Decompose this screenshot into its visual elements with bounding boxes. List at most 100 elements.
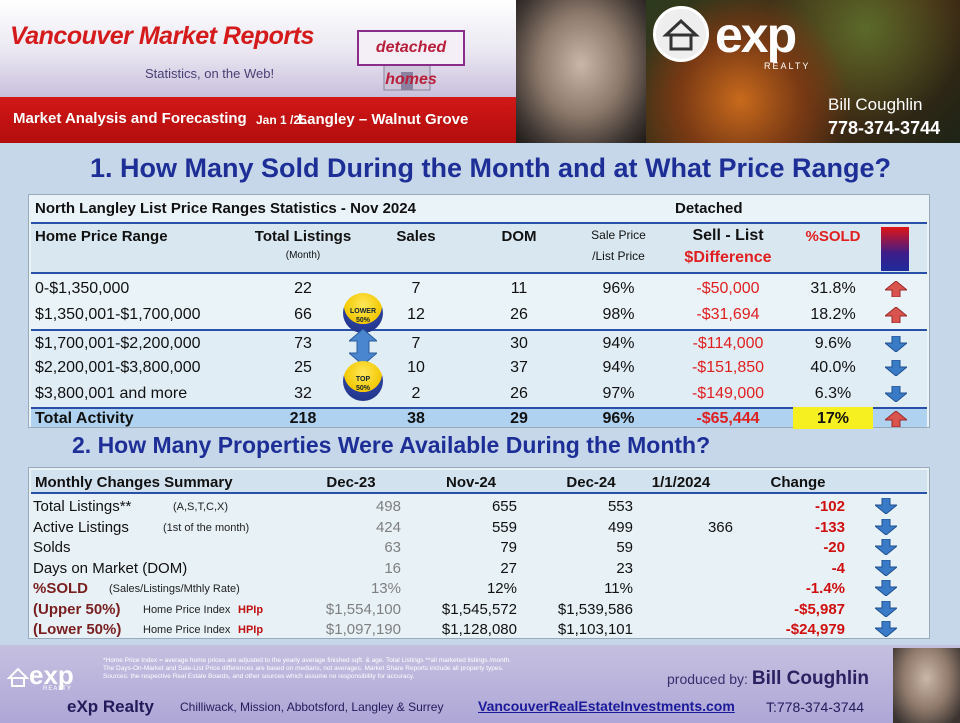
cell-diff: -$114,000 xyxy=(692,335,764,352)
cell-range: Total Activity xyxy=(35,410,134,427)
agent-phone: 778-374-3744 xyxy=(828,118,941,138)
brand-logo: exp xyxy=(715,7,797,63)
cell-listings: 66 xyxy=(294,306,312,323)
report-date: Jan 1 /25 xyxy=(256,113,307,127)
cell-dec24: $1,539,586 xyxy=(557,600,633,618)
property-type: Detached xyxy=(675,200,743,217)
table-row: (Upper 50%) Home Price Index HPIp $1,554,10… xyxy=(33,599,927,619)
cell-dec24: 499 xyxy=(607,518,633,536)
col-diff-b: $Difference xyxy=(684,249,772,266)
report-location: Langley – Walnut Grove xyxy=(298,111,469,128)
cell-range: $3,800,001 and more xyxy=(35,385,188,402)
section-label: Market Analysis and Forecasting xyxy=(13,110,247,127)
cell-dec23: 424 xyxy=(375,518,401,536)
col-header: 1/1/2024 xyxy=(651,474,711,491)
cell-dec24: 553 xyxy=(607,498,633,515)
cell-sales: 38 xyxy=(407,410,425,427)
cell-change: -1.4% xyxy=(805,580,845,597)
cell-ratio: 96% xyxy=(602,410,635,427)
col-header: Dec-23 xyxy=(326,474,376,491)
report-subtitle: Statistics, on the Web! xyxy=(145,66,275,81)
section-heading-2: 2. How Many Properties Were Available Du… xyxy=(72,432,711,458)
table-row: Total Listings** (A,S,T,C,X) 498 655 553 -… xyxy=(33,496,927,516)
heat-scale xyxy=(881,227,909,271)
table-row: %SOLD (Sales/Listings/Mthly Rate) 13% 12% … xyxy=(33,578,927,598)
row-hpi: HPIp xyxy=(238,624,264,636)
cell-ratio: 98% xyxy=(602,306,635,323)
cell-dec24: 11% xyxy=(604,580,633,597)
table-row: Active Listings (1st of the month) 424 559… xyxy=(33,517,927,537)
produced-by: produced by: Bill Coughlin xyxy=(667,668,869,689)
cell-dom: 30 xyxy=(510,335,528,352)
brand-sub: REALTY xyxy=(764,61,811,71)
cell-ratio: 94% xyxy=(602,359,635,376)
table-row: $3,800,001 and more 32 2 26 97% -$149,00… xyxy=(31,381,927,407)
cell-ratio: 97% xyxy=(602,385,635,402)
row-label: Active Listings xyxy=(33,518,129,536)
cell-dom: 11 xyxy=(510,280,528,297)
section-heading-1: 1. How Many Sold During the Month and at… xyxy=(90,153,892,183)
cell-dom: 37 xyxy=(510,359,528,376)
home-logo-icon xyxy=(7,667,29,687)
cell-dec23: 498 xyxy=(375,498,401,515)
arrow-down-icon xyxy=(873,559,899,580)
cell-diff: -$151,850 xyxy=(691,359,765,376)
cell-range: $1,350,001-$1,700,000 xyxy=(35,306,201,323)
footer xyxy=(0,645,960,723)
cell-jan24: 366 xyxy=(707,518,733,536)
col-range: Home Price Range xyxy=(35,228,168,245)
cell-dec23: 13% xyxy=(370,580,401,597)
arrow-down-icon xyxy=(873,579,899,600)
cell-sales: 10 xyxy=(407,359,425,376)
cell-dec23: 63 xyxy=(384,539,401,556)
cell-change: -4 xyxy=(831,559,845,577)
cell-nov24: 559 xyxy=(491,518,517,536)
agent-photo xyxy=(516,0,646,143)
monthly-changes-table: Monthly Changes Summary Dec-23 Nov-24 Dec-2… xyxy=(28,467,930,639)
arrow-down-icon xyxy=(883,359,909,381)
report-title: Vancouver Market Reports xyxy=(10,22,314,50)
cell-range: 0-$1,350,000 xyxy=(35,280,130,297)
cell-change: -$5,987 xyxy=(794,600,845,618)
cell-listings: 32 xyxy=(294,385,312,402)
cell-sold: 31.8% xyxy=(810,280,856,297)
col-dom: DOM xyxy=(501,228,537,245)
arrow-down-icon xyxy=(873,497,899,518)
row-hpi: HPIp xyxy=(238,603,264,616)
row-label: (Upper 50%) xyxy=(33,600,121,618)
row-label: (Lower 50%) xyxy=(33,621,122,638)
cell-dom: 29 xyxy=(510,410,528,427)
cell-ratio: 94% xyxy=(602,335,635,352)
table-row: (Lower 50%) Home Price Index HPIp $1,097,19… xyxy=(33,619,927,639)
agent-photo-small xyxy=(893,648,960,723)
table-row: $2,200,001-$3,800,000 25 10 37 94% -$151… xyxy=(31,355,927,381)
price-range-table: North Langley List Price Ranges Statisti… xyxy=(28,194,930,429)
cell-sales: 12 xyxy=(407,306,425,323)
cell-change: -102 xyxy=(814,498,845,515)
double-arrow-icon xyxy=(349,329,377,365)
cell-sales: 2 xyxy=(411,385,421,402)
cell-sold: 18.2% xyxy=(810,306,856,323)
row-label: Solds xyxy=(33,539,71,556)
cell-sold: 9.6% xyxy=(814,335,852,352)
table-row: $1,700,001-$2,200,000 73 7 30 94% -$114,… xyxy=(31,329,927,355)
arrow-down-icon xyxy=(873,600,899,621)
arrow-down-icon xyxy=(873,518,899,539)
header-strip xyxy=(0,97,516,143)
cell-sold: 6.3% xyxy=(814,385,852,402)
cell-sold: 40.0% xyxy=(810,359,856,376)
arrow-up-icon xyxy=(883,410,909,432)
footer-cities: Chilliwack, Mission, Abbotsford, Langley… xyxy=(180,700,444,714)
cell-change: -20 xyxy=(823,539,845,556)
cell-ratio: 96% xyxy=(602,280,635,297)
col-sold: %SOLD xyxy=(805,228,861,245)
cell-dom: 26 xyxy=(510,306,528,323)
col-ratio-a: Sale Price xyxy=(591,228,646,242)
website-link[interactable]: VancouverRealEstateInvestments.com xyxy=(478,698,735,714)
cell-diff: -$31,694 xyxy=(696,306,760,323)
col-header: Nov-24 xyxy=(445,474,497,491)
footer-logo: exp REALTY xyxy=(7,660,85,696)
row-note: (A,S,T,C,X) xyxy=(173,501,229,513)
cell-nov24: $1,128,080 xyxy=(441,621,517,638)
agent-name: Bill Coughlin xyxy=(828,95,923,114)
